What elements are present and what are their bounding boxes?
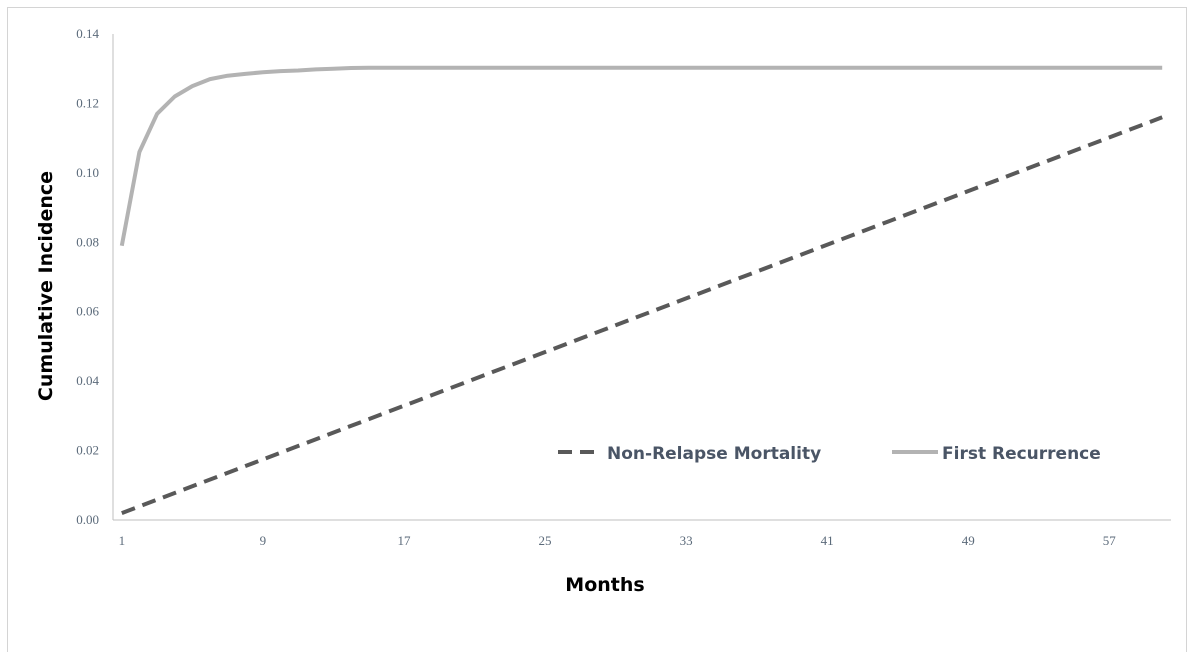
legend: Non-Relapse Mortality First Recurrence xyxy=(558,444,1101,464)
y-tick-label: 0.00 xyxy=(76,512,99,527)
y-axis: 0.00 0.02 0.04 0.06 0.08 0.10 0.12 0.14 xyxy=(76,26,114,527)
series-line-first-recurrence xyxy=(119,65,1163,247)
y-tick-label: 0.10 xyxy=(76,165,99,180)
series-line-non-relapse-mortality xyxy=(121,115,1163,515)
y-tick-label: 0.06 xyxy=(76,304,99,319)
x-tick-label: 57 xyxy=(1103,533,1117,548)
legend-label-first-recurrence: First Recurrence xyxy=(942,444,1101,464)
x-tick-label: 17 xyxy=(397,533,411,548)
y-tick-label: 0.08 xyxy=(76,234,99,249)
legend-label-non-relapse-mortality: Non-Relapse Mortality xyxy=(607,444,821,464)
y-tick-label: 0.04 xyxy=(76,373,99,388)
x-tick-label: 25 xyxy=(539,533,552,548)
y-tick-label: 0.02 xyxy=(76,443,99,458)
plot-area xyxy=(119,65,1163,515)
x-axis: 1 9 17 25 33 41 49 57 xyxy=(113,519,1171,548)
x-tick-label: 9 xyxy=(260,533,267,548)
x-tick-label: 49 xyxy=(962,533,975,548)
x-axis-title: Months xyxy=(565,574,644,596)
y-tick-label: 0.12 xyxy=(76,95,99,110)
x-tick-label: 33 xyxy=(680,533,693,548)
x-tick-label: 1 xyxy=(119,533,126,548)
chart-frame xyxy=(7,7,1187,652)
y-tick-label: 0.14 xyxy=(76,26,99,41)
y-axis-title: Cumulative Incidence xyxy=(35,171,57,401)
x-tick-label: 41 xyxy=(821,533,834,548)
